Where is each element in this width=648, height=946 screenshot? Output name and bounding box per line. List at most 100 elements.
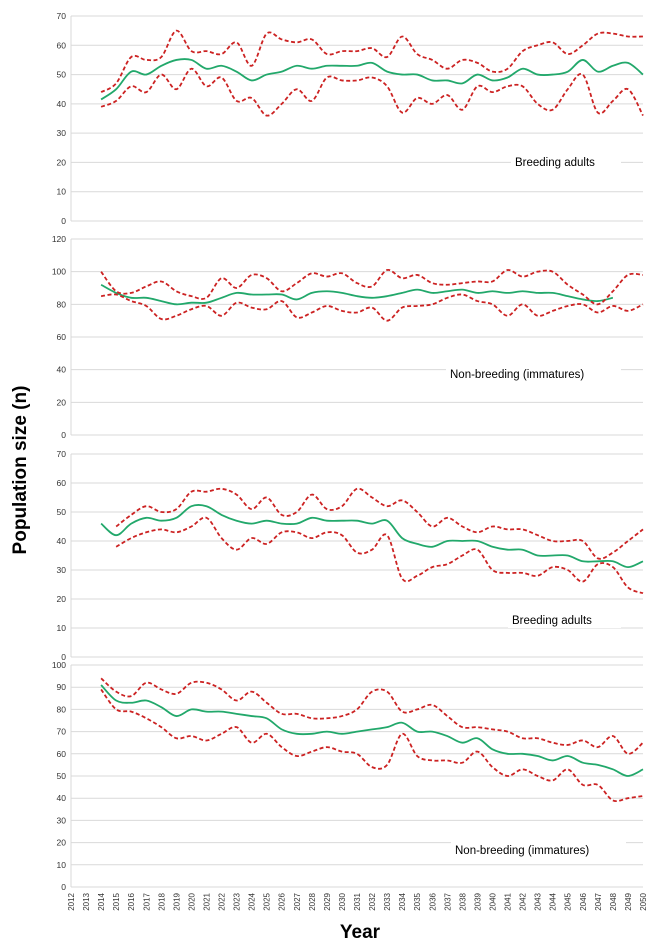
x-tick-label: 2041 [504, 892, 513, 910]
panels: 0 10 20 30 40 50 60 70 Breeding adults 0 20 40 60 80 1… [52, 11, 644, 892]
y-tick-label: 50 [57, 771, 67, 781]
x-tick-label: 2033 [383, 892, 392, 910]
series-line-lower [115, 516, 644, 595]
x-tick-label: 2023 [233, 892, 242, 910]
y-tick-label: 30 [57, 565, 67, 575]
x-tick-label: 2031 [353, 892, 362, 910]
y-tick-label: 40 [57, 99, 67, 109]
y-tick-label: 80 [57, 299, 67, 309]
y-tick-label: 0 [61, 430, 66, 440]
x-tick-label: 2044 [549, 892, 558, 910]
x-tick-label: 2030 [338, 892, 347, 910]
x-tick-label: 2035 [413, 892, 422, 910]
y-tick-label: 100 [52, 660, 66, 670]
x-tick-label: 2036 [428, 892, 437, 910]
x-tick-label: 2046 [579, 892, 588, 910]
x-tick-label: 2042 [519, 892, 528, 910]
x-tick-label: 2022 [218, 892, 227, 910]
x-tick-label: 2024 [248, 892, 257, 910]
y-tick-label: 20 [57, 157, 67, 167]
y-tick-label: 80 [57, 704, 67, 714]
series-line-lower [100, 67, 644, 117]
panel-label: Breeding adults [515, 157, 595, 169]
series-line-mean [100, 504, 644, 569]
x-tick-label: 2012 [67, 892, 76, 910]
y-tick-label: 10 [57, 860, 67, 870]
y-tick-label: 10 [57, 623, 67, 633]
series-line-mean [100, 283, 614, 306]
y-tick-label: 50 [57, 507, 67, 517]
y-tick-label: 40 [57, 793, 67, 803]
y-axis-title: Population size (n) [6, 340, 36, 600]
y-tick-label: 70 [57, 11, 67, 21]
y-tick-label: 60 [57, 478, 67, 488]
series-line-upper [100, 29, 644, 93]
series-line-mean [100, 58, 644, 101]
panel-1: 0 10 20 30 40 50 60 70 Breeding adults [57, 11, 644, 226]
y-tick-label: 20 [57, 838, 67, 848]
series-line-upper [115, 487, 644, 560]
series-line-mean [100, 684, 644, 777]
panel-4: 0 10 20 30 40 50 60 70 80 90 100 Non-breeding (imma… [52, 660, 644, 892]
x-tick-label: 2013 [82, 892, 91, 910]
x-tick-label: 2018 [157, 892, 166, 910]
x-tick-label: 2015 [112, 892, 121, 910]
y-tick-label: 60 [57, 749, 67, 759]
x-tick-label: 2019 [172, 892, 181, 910]
x-tick-label: 2021 [202, 892, 211, 910]
x-tick-label: 2048 [609, 892, 618, 910]
x-tick-label: 2038 [458, 892, 467, 910]
x-tick-label: 2016 [127, 892, 136, 910]
x-tick-label: 2028 [308, 892, 317, 910]
x-tick-label: 2032 [368, 892, 377, 910]
y-tick-label: 20 [57, 397, 67, 407]
x-tick-label: 2025 [263, 892, 272, 910]
x-tick-label: 2039 [473, 892, 482, 910]
y-tick-label: 40 [57, 365, 67, 375]
x-tick-label: 2026 [278, 892, 287, 910]
y-axis-title-text: Population size (n) [10, 385, 31, 555]
y-tick-label: 120 [52, 234, 66, 244]
x-tick-label: 2017 [142, 892, 151, 910]
panel-label-background [508, 612, 621, 628]
panel-label-background [511, 154, 621, 170]
x-tick-label: 2020 [187, 892, 196, 910]
y-tick-label: 50 [57, 70, 67, 80]
y-tick-label: 70 [57, 449, 67, 459]
series-line-upper [100, 269, 644, 306]
panel-3: 0 10 20 30 40 50 60 70 Breeding adults [57, 449, 644, 662]
x-axis-title: Year [339, 922, 381, 943]
y-tick-label: 90 [57, 682, 67, 692]
y-tick-label: 0 [61, 652, 66, 662]
y-tick-label: 30 [57, 128, 67, 138]
y-tick-label: 100 [52, 267, 66, 277]
x-tick-label: 2029 [323, 892, 332, 910]
y-tick-label: 10 [57, 187, 67, 197]
series-line-lower [100, 293, 644, 322]
panel-label: Breeding adults [512, 615, 592, 627]
x-tick-label: 2050 [639, 892, 648, 910]
panel-label: Non-breeding (immatures) [450, 369, 584, 381]
series-line-upper [100, 677, 644, 755]
x-tick-label: 2014 [97, 892, 106, 910]
x-tick-label: 2034 [398, 892, 407, 910]
x-tick-label: 2049 [624, 892, 633, 910]
y-tick-label: 40 [57, 536, 67, 546]
x-tick-label: 2045 [564, 892, 573, 910]
y-tick-label: 20 [57, 594, 67, 604]
x-axis: 2012 2013 2014 2015 2016 2017 2018 2019 2020 2021… [67, 892, 648, 910]
panel-label-background [446, 366, 621, 382]
x-tick-label: 2037 [443, 892, 452, 910]
y-tick-label: 60 [57, 40, 67, 50]
y-tick-label: 70 [57, 727, 67, 737]
x-tick-label: 2040 [488, 892, 497, 910]
y-tick-label: 60 [57, 332, 67, 342]
x-tick-label: 2027 [293, 892, 302, 910]
y-tick-label: 30 [57, 815, 67, 825]
x-tick-label: 2047 [594, 892, 603, 910]
panel-label: Non-breeding (immatures) [455, 845, 589, 857]
x-tick-label: 2043 [534, 892, 543, 910]
panel-2: 0 20 40 60 80 100 120 Non-breeding (immatures) [52, 234, 644, 440]
y-tick-label: 0 [61, 216, 66, 226]
